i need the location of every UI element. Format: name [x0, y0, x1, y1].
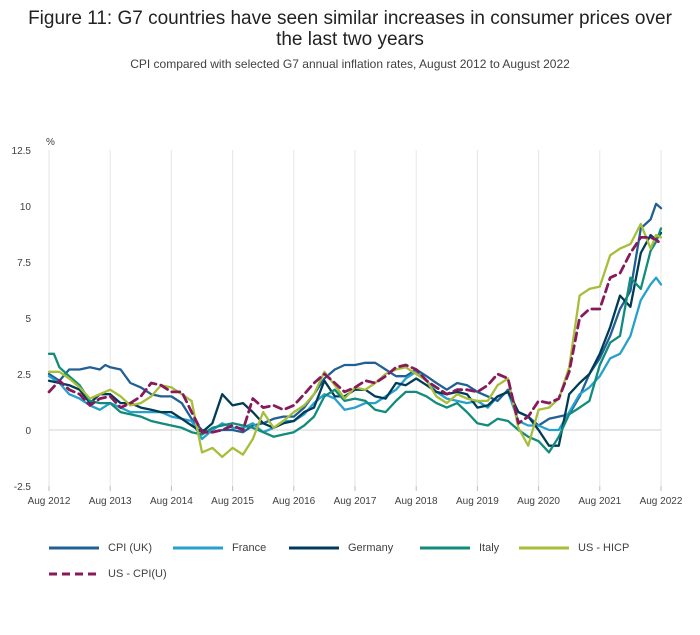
legend-item: CPI (UK) — [48, 540, 152, 556]
series-line-3 — [47, 227, 663, 454]
x-tick-label: Aug 2013 — [89, 496, 132, 507]
legend-swatch — [49, 546, 99, 550]
x-tick-label: Aug 2015 — [211, 496, 254, 507]
y-tick-label: 0 — [25, 426, 31, 437]
legend-swatch — [173, 546, 223, 550]
legend-item: Italy — [419, 540, 499, 556]
x-tick-label: Aug 2019 — [456, 496, 499, 507]
legend-item: Germany — [288, 540, 393, 556]
x-tick-label: Aug 2021 — [578, 496, 621, 507]
y-tick-label: 10 — [20, 202, 32, 213]
x-tick-label: Aug 2012 — [28, 496, 71, 507]
legend-swatch — [519, 546, 569, 550]
y-tick-label: -2.5 — [14, 482, 32, 493]
x-tick-label: Aug 2014 — [150, 496, 193, 507]
chart-subtitle: CPI compared with selected G7 annual inf… — [130, 57, 570, 71]
legend-swatch — [49, 572, 99, 576]
legend-swatch — [289, 546, 339, 550]
legend-item: US - CPI(U) — [48, 566, 167, 582]
series-line-5 — [47, 236, 663, 434]
legend-item: US - HICP — [518, 540, 629, 556]
y-tick-label: 12.5 — [12, 146, 32, 157]
chart-title: Figure 11: G7 countries have seen simila… — [28, 8, 672, 50]
legend-label: France — [232, 542, 267, 554]
y-tick-label: 5 — [25, 314, 31, 325]
y-tick-label: 7.5 — [17, 258, 31, 269]
x-tick-label: Aug 2018 — [395, 496, 438, 507]
y-tick-label: 2.5 — [17, 370, 31, 381]
x-tick-label: Aug 2022 — [640, 496, 683, 507]
x-tick-label: Aug 2020 — [517, 496, 560, 507]
legend-item: France — [172, 540, 266, 556]
legend-label: CPI (UK) — [108, 542, 152, 554]
legend-swatch — [420, 546, 470, 550]
legend-label: Germany — [348, 542, 394, 554]
x-tick-label: Aug 2017 — [334, 496, 377, 507]
legend-label: US - CPI(U) — [108, 568, 167, 580]
legend-label: US - HICP — [578, 542, 630, 554]
series-line-1 — [47, 276, 663, 441]
y-axis-label: % — [46, 137, 55, 148]
legend-label: Italy — [479, 542, 500, 554]
x-tick-label: Aug 2016 — [272, 496, 315, 507]
